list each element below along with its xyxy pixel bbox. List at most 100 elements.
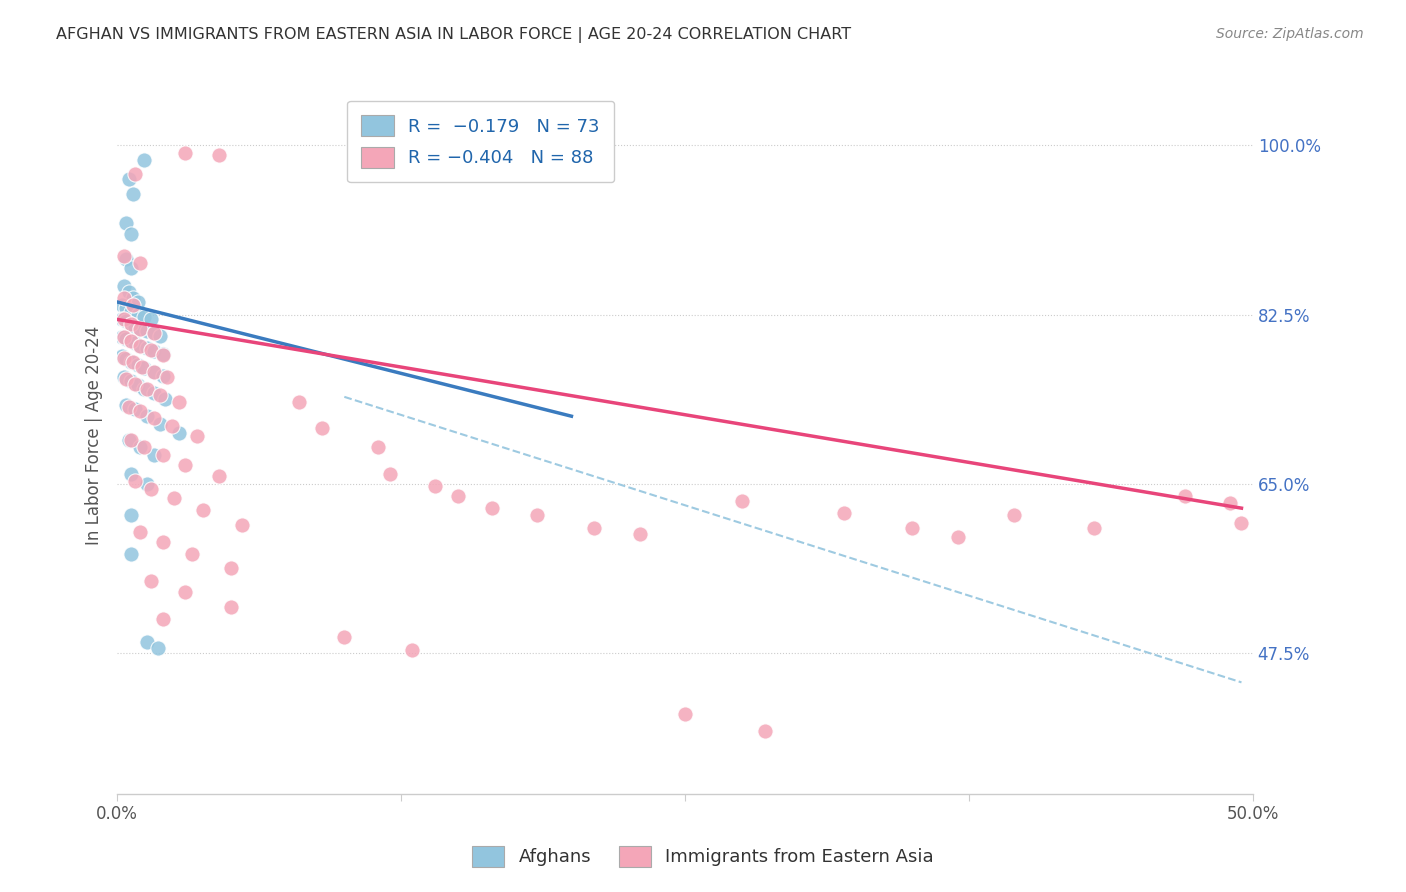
Point xyxy=(754,723,776,738)
Legend: Afghans, Immigrants from Eastern Asia: Afghans, Immigrants from Eastern Asia xyxy=(464,838,942,874)
Point xyxy=(111,349,134,363)
Point xyxy=(142,448,165,462)
Point xyxy=(142,411,165,425)
Point xyxy=(120,261,142,276)
Point xyxy=(135,382,157,396)
Point xyxy=(208,469,231,483)
Point xyxy=(142,365,165,379)
Point xyxy=(167,394,190,409)
Point xyxy=(174,145,197,160)
Point xyxy=(1219,496,1241,510)
Point xyxy=(149,388,172,402)
Text: Source: ZipAtlas.com: Source: ZipAtlas.com xyxy=(1216,27,1364,41)
Point xyxy=(311,421,333,435)
Point xyxy=(163,491,186,506)
Point xyxy=(149,329,172,343)
Point xyxy=(1174,489,1197,503)
Point xyxy=(673,707,696,722)
Point xyxy=(127,308,149,322)
Point xyxy=(946,530,969,544)
Point xyxy=(142,386,165,401)
Point xyxy=(193,503,215,517)
Point xyxy=(142,344,165,359)
Point xyxy=(219,561,242,575)
Point xyxy=(135,342,157,356)
Point xyxy=(146,641,169,656)
Point xyxy=(122,291,145,305)
Point xyxy=(141,343,163,358)
Point xyxy=(134,440,156,454)
Point xyxy=(129,525,152,540)
Text: AFGHAN VS IMMIGRANTS FROM EASTERN ASIA IN LABOR FORCE | AGE 20-24 CORRELATION CH: AFGHAN VS IMMIGRANTS FROM EASTERN ASIA I… xyxy=(56,27,852,43)
Point xyxy=(124,377,146,392)
Point xyxy=(124,320,146,334)
Point xyxy=(120,227,142,242)
Point xyxy=(135,634,157,648)
Point xyxy=(134,310,156,325)
Point xyxy=(122,186,145,201)
Point xyxy=(112,291,135,305)
Point xyxy=(378,467,401,482)
Point xyxy=(112,278,135,293)
Point xyxy=(135,324,157,338)
Point xyxy=(115,332,138,346)
Point xyxy=(1002,508,1025,522)
Point xyxy=(134,382,156,396)
Point xyxy=(142,326,165,340)
Point xyxy=(120,467,142,482)
Point xyxy=(134,153,156,167)
Point xyxy=(112,312,135,326)
Point xyxy=(111,298,134,312)
Point xyxy=(115,372,138,386)
Point xyxy=(152,448,174,462)
Point xyxy=(141,312,163,326)
Point xyxy=(124,474,146,488)
Point xyxy=(152,368,174,383)
Point xyxy=(152,347,174,361)
Point xyxy=(447,489,470,503)
Point xyxy=(152,348,174,362)
Point xyxy=(120,547,142,561)
Point xyxy=(135,409,157,424)
Point xyxy=(1083,520,1105,534)
Point xyxy=(115,252,138,267)
Point xyxy=(141,482,163,496)
Point xyxy=(134,360,156,375)
Point xyxy=(367,440,389,454)
Point xyxy=(231,517,253,532)
Point xyxy=(152,535,174,549)
Point xyxy=(115,398,138,412)
Point xyxy=(181,547,204,561)
Point xyxy=(333,630,356,644)
Y-axis label: In Labor Force | Age 20-24: In Labor Force | Age 20-24 xyxy=(86,326,103,545)
Point xyxy=(174,458,197,472)
Point xyxy=(129,440,152,454)
Point xyxy=(152,612,174,626)
Point xyxy=(117,400,139,414)
Point xyxy=(112,351,135,365)
Point xyxy=(117,285,139,300)
Point xyxy=(127,378,149,392)
Point xyxy=(186,428,208,442)
Point xyxy=(832,506,855,520)
Point xyxy=(141,574,163,588)
Point xyxy=(120,318,142,332)
Point xyxy=(174,585,197,599)
Point xyxy=(583,520,606,534)
Point xyxy=(149,417,172,431)
Point xyxy=(124,167,146,181)
Point xyxy=(112,330,135,344)
Point xyxy=(481,501,503,516)
Point xyxy=(160,418,183,433)
Point xyxy=(526,508,548,522)
Point xyxy=(115,216,138,230)
Point xyxy=(115,301,138,315)
Point xyxy=(120,375,142,389)
Point xyxy=(628,527,651,541)
Point xyxy=(120,355,142,369)
Point xyxy=(115,352,138,367)
Point xyxy=(117,434,139,448)
Point xyxy=(401,643,423,657)
Point xyxy=(115,314,138,328)
Point xyxy=(122,355,145,369)
